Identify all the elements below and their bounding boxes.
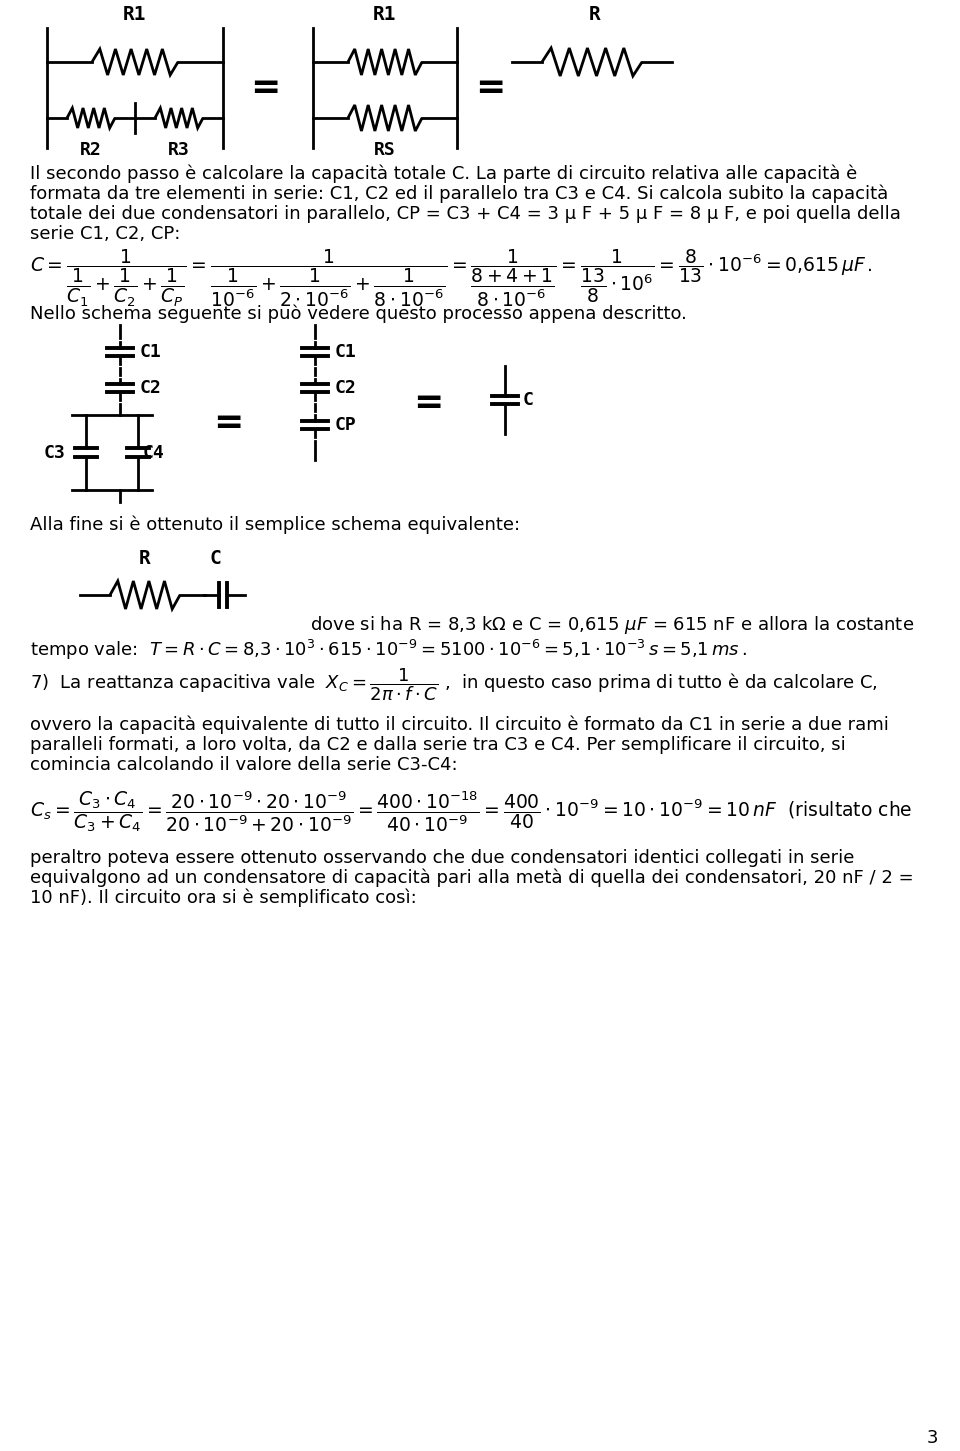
Text: Nello schema seguente si può vedere questo processo appena descritto.: Nello schema seguente si può vedere ques… [30,305,686,324]
Text: $C_s = \dfrac{C_3 \cdot C_4}{C_3 + C_4} = \dfrac{20 \cdot 10^{-9} \cdot 20 \cdot: $C_s = \dfrac{C_3 \cdot C_4}{C_3 + C_4} … [30,789,912,834]
Text: formata da tre elementi in serie: C1, C2 ed il parallelo tra C3 e C4. Si calcola: formata da tre elementi in serie: C1, C2… [30,184,888,203]
Text: =: = [413,386,444,419]
Text: peraltro poteva essere ottenuto osservando che due condensatori identici collega: peraltro poteva essere ottenuto osservan… [30,849,854,868]
Text: R: R [139,548,151,567]
Text: C2: C2 [335,379,357,398]
Text: C3: C3 [44,444,65,461]
Text: $C = \dfrac{1}{\dfrac{1}{C_1} + \dfrac{1}{C_2} + \dfrac{1}{C_P}} = \dfrac{1}{\df: $C = \dfrac{1}{\dfrac{1}{C_1} + \dfrac{1… [30,247,873,309]
Text: dove si ha R = 8,3 k$\Omega$ e C = 0,615 $\mu F$ = 615 nF e allora la costante: dove si ha R = 8,3 k$\Omega$ e C = 0,615… [310,614,914,636]
Text: R2: R2 [80,141,102,160]
Text: paralleli formati, a loro volta, da C2 e dalla serie tra C3 e C4. Per semplifica: paralleli formati, a loro volta, da C2 e… [30,736,846,755]
Text: 7)  La reattanza capacitiva vale  $X_C = \dfrac{1}{2\pi \cdot f \cdot C}$ ,  in : 7) La reattanza capacitiva vale $X_C = \… [30,666,877,704]
Text: C: C [209,548,221,567]
Text: C: C [523,390,534,409]
Text: tempo vale:  $T = R \cdot C = 8{,}3 \cdot 10^3 \cdot 615 \cdot 10^{-9} = 5100 \c: tempo vale: $T = R \cdot C = 8{,}3 \cdot… [30,638,747,662]
Text: =: = [213,406,243,440]
Text: =: = [250,71,280,104]
Text: serie C1, C2, CP:: serie C1, C2, CP: [30,225,180,242]
Text: R1: R1 [373,6,396,25]
Text: =: = [475,71,505,104]
Text: R1: R1 [123,6,147,25]
Text: totale dei due condensatori in parallelo, CP = C3 + C4 = 3 μ F + 5 μ F = 8 μ F, : totale dei due condensatori in parallelo… [30,205,900,223]
Text: C1: C1 [140,342,161,361]
Text: 10 nF). Il circuito ora si è semplificato così:: 10 nF). Il circuito ora si è semplificat… [30,889,417,907]
Text: R3: R3 [168,141,190,160]
Text: CP: CP [335,416,357,434]
Text: R: R [589,6,601,25]
Text: RS: RS [374,141,396,160]
Text: comincia calcolando il valore della serie C3-C4:: comincia calcolando il valore della seri… [30,756,458,773]
Text: C1: C1 [335,342,357,361]
Text: 3: 3 [926,1429,938,1447]
Text: C2: C2 [140,379,161,398]
Text: Alla fine si è ottenuto il semplice schema equivalente:: Alla fine si è ottenuto il semplice sche… [30,515,520,534]
Text: ovvero la capacità equivalente di tutto il circuito. Il circuito è formato da C1: ovvero la capacità equivalente di tutto … [30,715,889,734]
Text: equivalgono ad un condensatore di capacità pari alla metà di quella dei condensa: equivalgono ad un condensatore di capaci… [30,869,914,887]
Text: C4: C4 [143,444,165,461]
Text: Il secondo passo è calcolare la capacità totale C. La parte di circuito relativa: Il secondo passo è calcolare la capacità… [30,165,857,183]
